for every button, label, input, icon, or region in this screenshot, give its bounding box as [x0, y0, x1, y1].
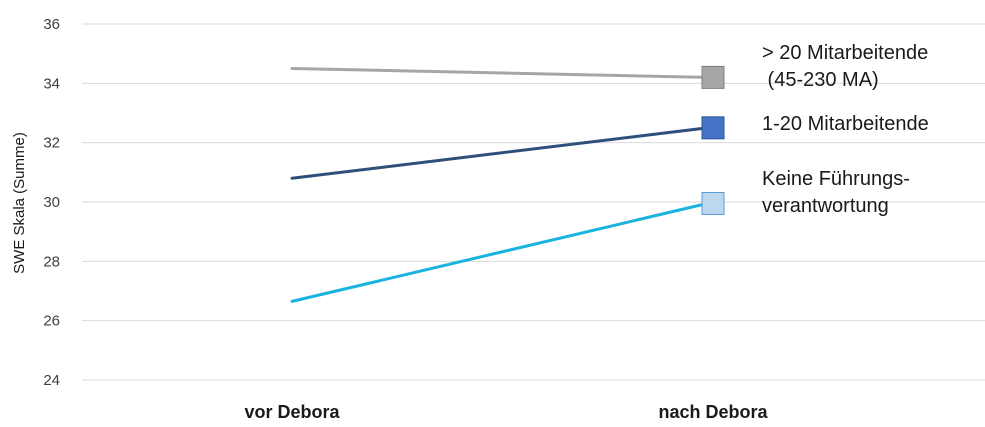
y-tick-label: 36	[43, 16, 60, 33]
y-axis-title: SWE Skala (Summe)	[11, 132, 28, 274]
series-label: Keine Führungs-	[762, 168, 910, 190]
series-line	[290, 201, 709, 303]
gridlines	[82, 23, 985, 381]
series-end-marker	[701, 116, 725, 140]
y-tick-label: 24	[43, 372, 60, 389]
x-category-label: vor Debora	[244, 402, 340, 422]
y-tick-label: 32	[43, 135, 60, 152]
series-line	[290, 126, 709, 180]
series-labels: > 20 Mitarbeitende (45-230 MA) 1-20 Mitar…	[762, 42, 929, 217]
series-end-marker	[701, 191, 725, 215]
series-line	[290, 67, 709, 79]
series-lines	[290, 65, 725, 303]
series-label: 1-20 Mitarbeitende	[762, 113, 929, 135]
series-end-marker	[701, 65, 725, 89]
series-label: verantwortung	[762, 195, 889, 217]
y-axis-ticks: 24 26 28 30 32 34 36	[43, 16, 60, 389]
series-label: > 20 Mitarbeitende	[762, 42, 928, 64]
series-label: (45-230 MA)	[762, 69, 879, 91]
y-tick-label: 26	[43, 313, 60, 330]
y-tick-label: 30	[43, 194, 60, 211]
y-tick-label: 28	[43, 253, 60, 270]
x-axis-categories: vor Debora nach Debora	[244, 402, 768, 422]
y-tick-label: 34	[43, 75, 60, 92]
x-category-label: nach Debora	[658, 402, 768, 422]
